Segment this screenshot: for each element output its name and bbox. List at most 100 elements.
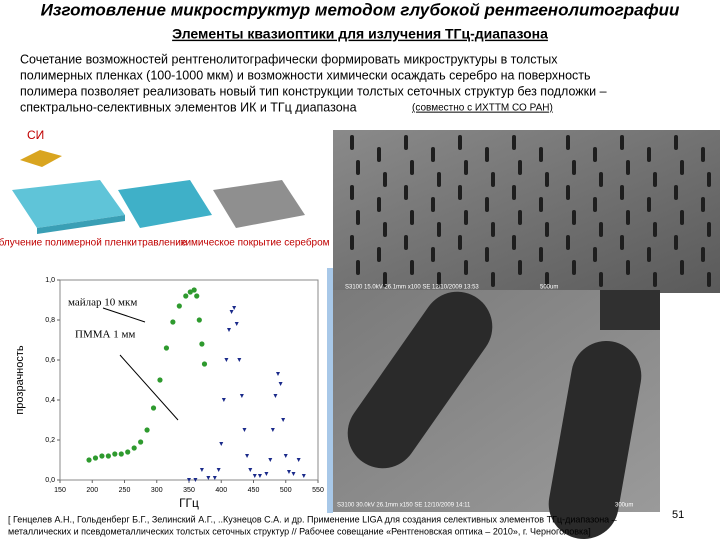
data-point bbox=[144, 427, 150, 433]
data-point bbox=[131, 445, 137, 451]
data-point bbox=[278, 382, 283, 386]
sem-slot bbox=[464, 210, 468, 225]
intro-note: (совместно с ИХТТМ СО РАН) bbox=[412, 103, 553, 114]
spectrum-chart: 0,0 0,2 0,4 0,6 0,8 1,0 150 200 250 300 350 400 450 5… bbox=[14, 277, 324, 510]
sem-slot bbox=[701, 147, 705, 162]
sem-slot bbox=[599, 272, 603, 287]
sem-slot bbox=[539, 147, 543, 162]
sem-slot bbox=[383, 272, 387, 287]
sem-slot bbox=[431, 147, 435, 162]
data-point bbox=[224, 358, 229, 362]
sem-slot bbox=[566, 135, 570, 150]
sem-slot bbox=[410, 260, 414, 275]
arrow bbox=[102, 307, 146, 323]
sem-slot bbox=[572, 160, 576, 175]
sem-slot bbox=[620, 135, 624, 150]
data-point bbox=[219, 442, 224, 446]
data-point bbox=[125, 449, 131, 455]
sem-slot bbox=[410, 160, 414, 175]
data-point bbox=[112, 451, 118, 457]
x-tick-label: 450 bbox=[248, 487, 260, 494]
x-axis-label: ГГц bbox=[179, 496, 199, 510]
sem-slot bbox=[431, 197, 435, 212]
sem-slot bbox=[653, 222, 657, 237]
x-tick-label: 550 bbox=[312, 487, 324, 494]
intro-line: полимера позволяет реализовать новый тип… bbox=[20, 84, 607, 98]
sem-slot bbox=[566, 185, 570, 200]
sem-slot bbox=[485, 197, 489, 212]
step-label: химическое покрытие серебром bbox=[180, 237, 329, 249]
intro-line: Сочетание возможностей рентгенолитографи… bbox=[20, 52, 558, 66]
sem-hole bbox=[347, 291, 493, 469]
data-point bbox=[199, 468, 204, 472]
sem-slot bbox=[647, 147, 651, 162]
reference-line: металлических и псевдометаллических толс… bbox=[8, 526, 591, 536]
data-point bbox=[226, 328, 231, 332]
data-point bbox=[270, 428, 275, 432]
sem-slot bbox=[545, 272, 549, 287]
sem-slot bbox=[356, 210, 360, 225]
intro-line: полимерных пленках (100-1000 мкм) и возм… bbox=[20, 68, 591, 82]
data-point bbox=[264, 472, 269, 476]
sem-slot bbox=[518, 160, 522, 175]
y-tick-label: 0,4 bbox=[45, 397, 55, 404]
sem-slot bbox=[437, 222, 441, 237]
sem-slot bbox=[491, 222, 495, 237]
sem-slot bbox=[512, 135, 516, 150]
page-number: 51 bbox=[672, 509, 684, 521]
sem-slot bbox=[377, 197, 381, 212]
data-point bbox=[257, 474, 262, 478]
sem-slot bbox=[620, 235, 624, 250]
sem-slot bbox=[458, 135, 462, 150]
sem-slot bbox=[464, 260, 468, 275]
x-tick-label: 300 bbox=[151, 487, 163, 494]
sem-slot bbox=[404, 235, 408, 250]
data-point bbox=[193, 478, 198, 482]
data-point bbox=[216, 468, 221, 472]
data-point bbox=[242, 428, 247, 432]
sem-slot bbox=[491, 272, 495, 287]
data-point bbox=[301, 474, 306, 478]
x-tick-label: 400 bbox=[215, 487, 227, 494]
data-point bbox=[105, 453, 111, 459]
data-point bbox=[248, 468, 253, 472]
schematic: СИ облучение полимерной пленки травление… bbox=[0, 128, 330, 248]
sem-slot bbox=[593, 197, 597, 212]
sem-slot bbox=[593, 147, 597, 162]
data-point bbox=[281, 418, 286, 422]
sem-slot bbox=[599, 172, 603, 187]
data-point bbox=[245, 454, 250, 458]
data-point bbox=[191, 287, 197, 293]
data-point bbox=[170, 319, 176, 325]
y-tick-label: 0,6 bbox=[45, 357, 55, 364]
sem-slot bbox=[410, 210, 414, 225]
intro-line: спектрально-селективных элементов ИК и Т… bbox=[20, 100, 357, 114]
sem-slot bbox=[350, 135, 354, 150]
sem-hole bbox=[548, 340, 642, 540]
subtitle: Элементы квазиоптики для излучения ТГц-д… bbox=[172, 26, 548, 42]
data-point bbox=[212, 476, 217, 480]
sem-slot bbox=[545, 172, 549, 187]
sem-slot bbox=[626, 210, 630, 225]
annotation: майлар 10 мкм bbox=[68, 297, 137, 309]
sem-slot bbox=[680, 210, 684, 225]
data-point bbox=[221, 398, 226, 402]
sem-slot bbox=[485, 147, 489, 162]
sem-slot bbox=[674, 135, 678, 150]
step-label: облучение полимерной пленки bbox=[0, 237, 137, 249]
sem-slot bbox=[464, 160, 468, 175]
x-tick-label: 350 bbox=[183, 487, 195, 494]
sem-slot bbox=[431, 247, 435, 262]
data-point bbox=[283, 454, 288, 458]
sem-slot bbox=[350, 185, 354, 200]
sem-slot bbox=[653, 272, 657, 287]
data-point bbox=[183, 293, 189, 299]
sem-scale: 300um bbox=[615, 503, 633, 509]
sem-hole bbox=[600, 290, 660, 330]
sem-slot bbox=[653, 172, 657, 187]
source-label: СИ bbox=[27, 128, 44, 142]
sem-slot bbox=[356, 260, 360, 275]
data-point bbox=[150, 405, 157, 411]
data-point bbox=[99, 453, 105, 459]
sem-slot bbox=[707, 272, 711, 287]
